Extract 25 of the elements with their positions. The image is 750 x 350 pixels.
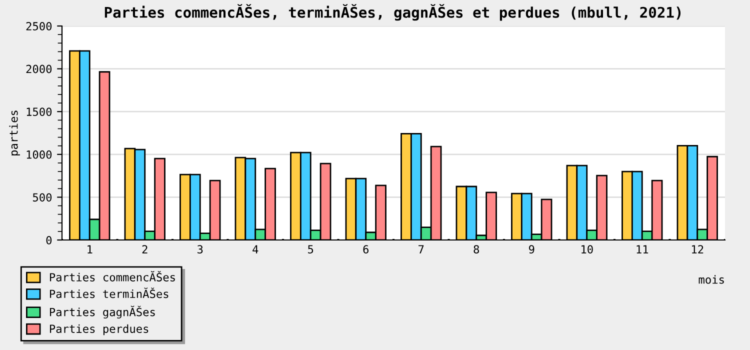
y-tick-label: 0 xyxy=(46,236,52,244)
y-tick-label: 1000 xyxy=(26,150,52,159)
y-tick-label: 1500 xyxy=(26,108,52,116)
legend-label: Parties terminĂŠes xyxy=(50,288,168,298)
y-tick-label: 2500 xyxy=(26,22,52,30)
x-tick-label: 8 xyxy=(474,245,480,254)
y-tick-label: 2000 xyxy=(26,64,52,74)
x-tick-label: 10 xyxy=(582,245,593,254)
x-tick-label: 11 xyxy=(636,245,648,254)
x-tick-label: 2 xyxy=(142,245,148,254)
x-tick-label: 4 xyxy=(252,245,258,254)
x-tick-label: 3 xyxy=(198,245,203,254)
x-tick-label: 7 xyxy=(418,245,424,254)
y-tick-label: 500 xyxy=(32,193,52,202)
legend-label: Parties perdues xyxy=(50,324,148,336)
x-tick-label: 9 xyxy=(528,245,534,254)
legend-label: Parties commencĂŠes xyxy=(50,270,175,282)
legend-label: Parties gagnĂŠes xyxy=(50,306,155,318)
chart-title: Parties commencĂŠes, terminĂŠes, gagnĂŠes et perdues (mbull, 2021) xyxy=(104,4,681,21)
x-tick-label: 12 xyxy=(692,245,704,254)
x-axis-title: mois xyxy=(698,275,724,284)
x-tick-label: 1 xyxy=(88,245,92,254)
x-tick-label: 5 xyxy=(308,245,314,254)
y-axis-title: parties xyxy=(9,110,20,156)
x-tick-label: 6 xyxy=(363,245,368,254)
